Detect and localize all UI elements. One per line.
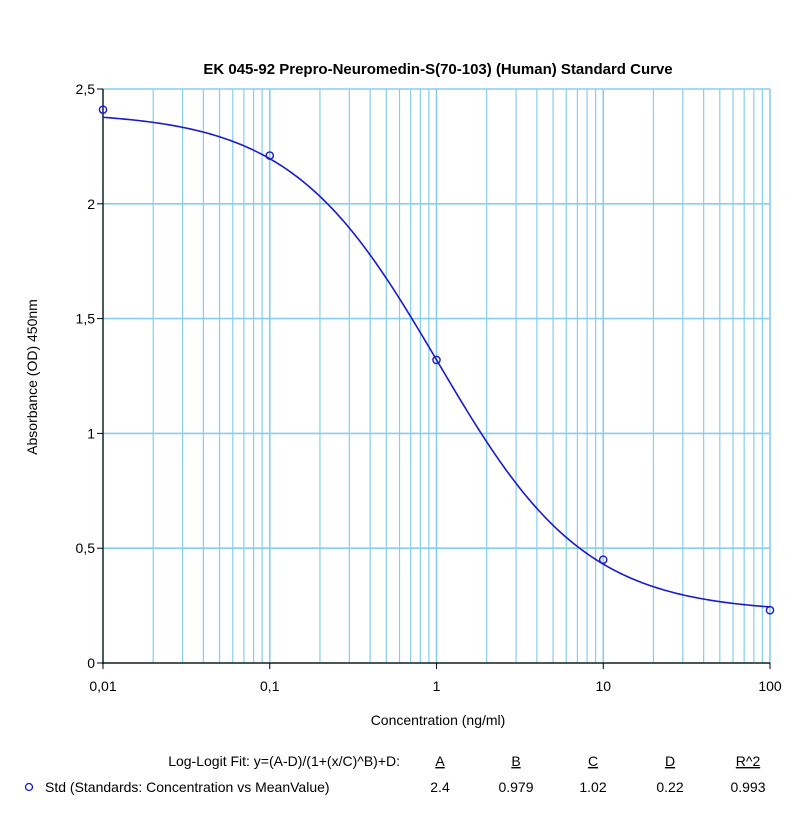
- legend-marker: [24, 782, 34, 792]
- fit-parameter-header: C: [588, 753, 598, 769]
- y-tick-label: 1,5: [76, 311, 96, 327]
- legend-series-label: Std (Standards: Concentration vs MeanVal…: [45, 779, 330, 795]
- y-tick-labels: 0 0,5 1 1,5 2 2,5: [76, 81, 96, 671]
- x-tick-label: 10: [595, 678, 611, 694]
- fit-parameter-values: 2.4 0.979 1.02 0.22 0.993: [430, 779, 765, 795]
- data-point: [265, 151, 275, 160]
- x-tick-label: 1: [433, 678, 441, 694]
- data-point: [432, 355, 441, 365]
- x-axis-label: Concentration (ng/ml): [371, 712, 506, 728]
- y-tick-label: 2,5: [76, 81, 96, 97]
- fit-parameter-header: A: [435, 753, 445, 769]
- fit-parameter-header: B: [511, 753, 520, 769]
- fit-parameter-header: D: [665, 753, 675, 769]
- fit-equation-label: Log-Logit Fit: y=(A-D)/(1+(x/C)^B)+D:: [168, 753, 400, 769]
- grid-lines: [102, 88, 771, 664]
- fit-parameter-value: 0.993: [730, 779, 765, 795]
- fit-curve: [102, 116, 771, 608]
- y-axis-label: Absorbance (OD) 450nm: [24, 299, 40, 455]
- fit-parameter-value: 2.4: [430, 779, 450, 795]
- fit-parameter-value: 0.22: [656, 779, 683, 795]
- axes: [97, 88, 771, 669]
- y-tick-label: 2: [87, 196, 95, 212]
- data-point: [598, 555, 608, 564]
- fit-parameter-value: 0.979: [498, 779, 533, 795]
- y-tick-label: 0,5: [76, 540, 96, 556]
- y-tick-label: 0: [87, 655, 95, 671]
- x-tick-label: 0,1: [260, 678, 280, 694]
- chart-title: EK 045-92 Prepro-Neuromedin-S(70-103) (H…: [203, 61, 672, 78]
- fit-parameter-value: 1.02: [579, 779, 606, 795]
- x-tick-labels: 0,01 0,1 1 10 100: [89, 678, 782, 694]
- data-point: [765, 605, 775, 615]
- y-tick-label: 1: [87, 425, 95, 441]
- x-tick-label: 0,01: [89, 678, 116, 694]
- fit-parameter-headers: A B C D R^2: [435, 753, 760, 769]
- x-tick-label: 100: [758, 678, 782, 694]
- data-points: [98, 105, 775, 615]
- data-point: [98, 105, 108, 114]
- fit-parameter-header: R^2: [736, 753, 761, 769]
